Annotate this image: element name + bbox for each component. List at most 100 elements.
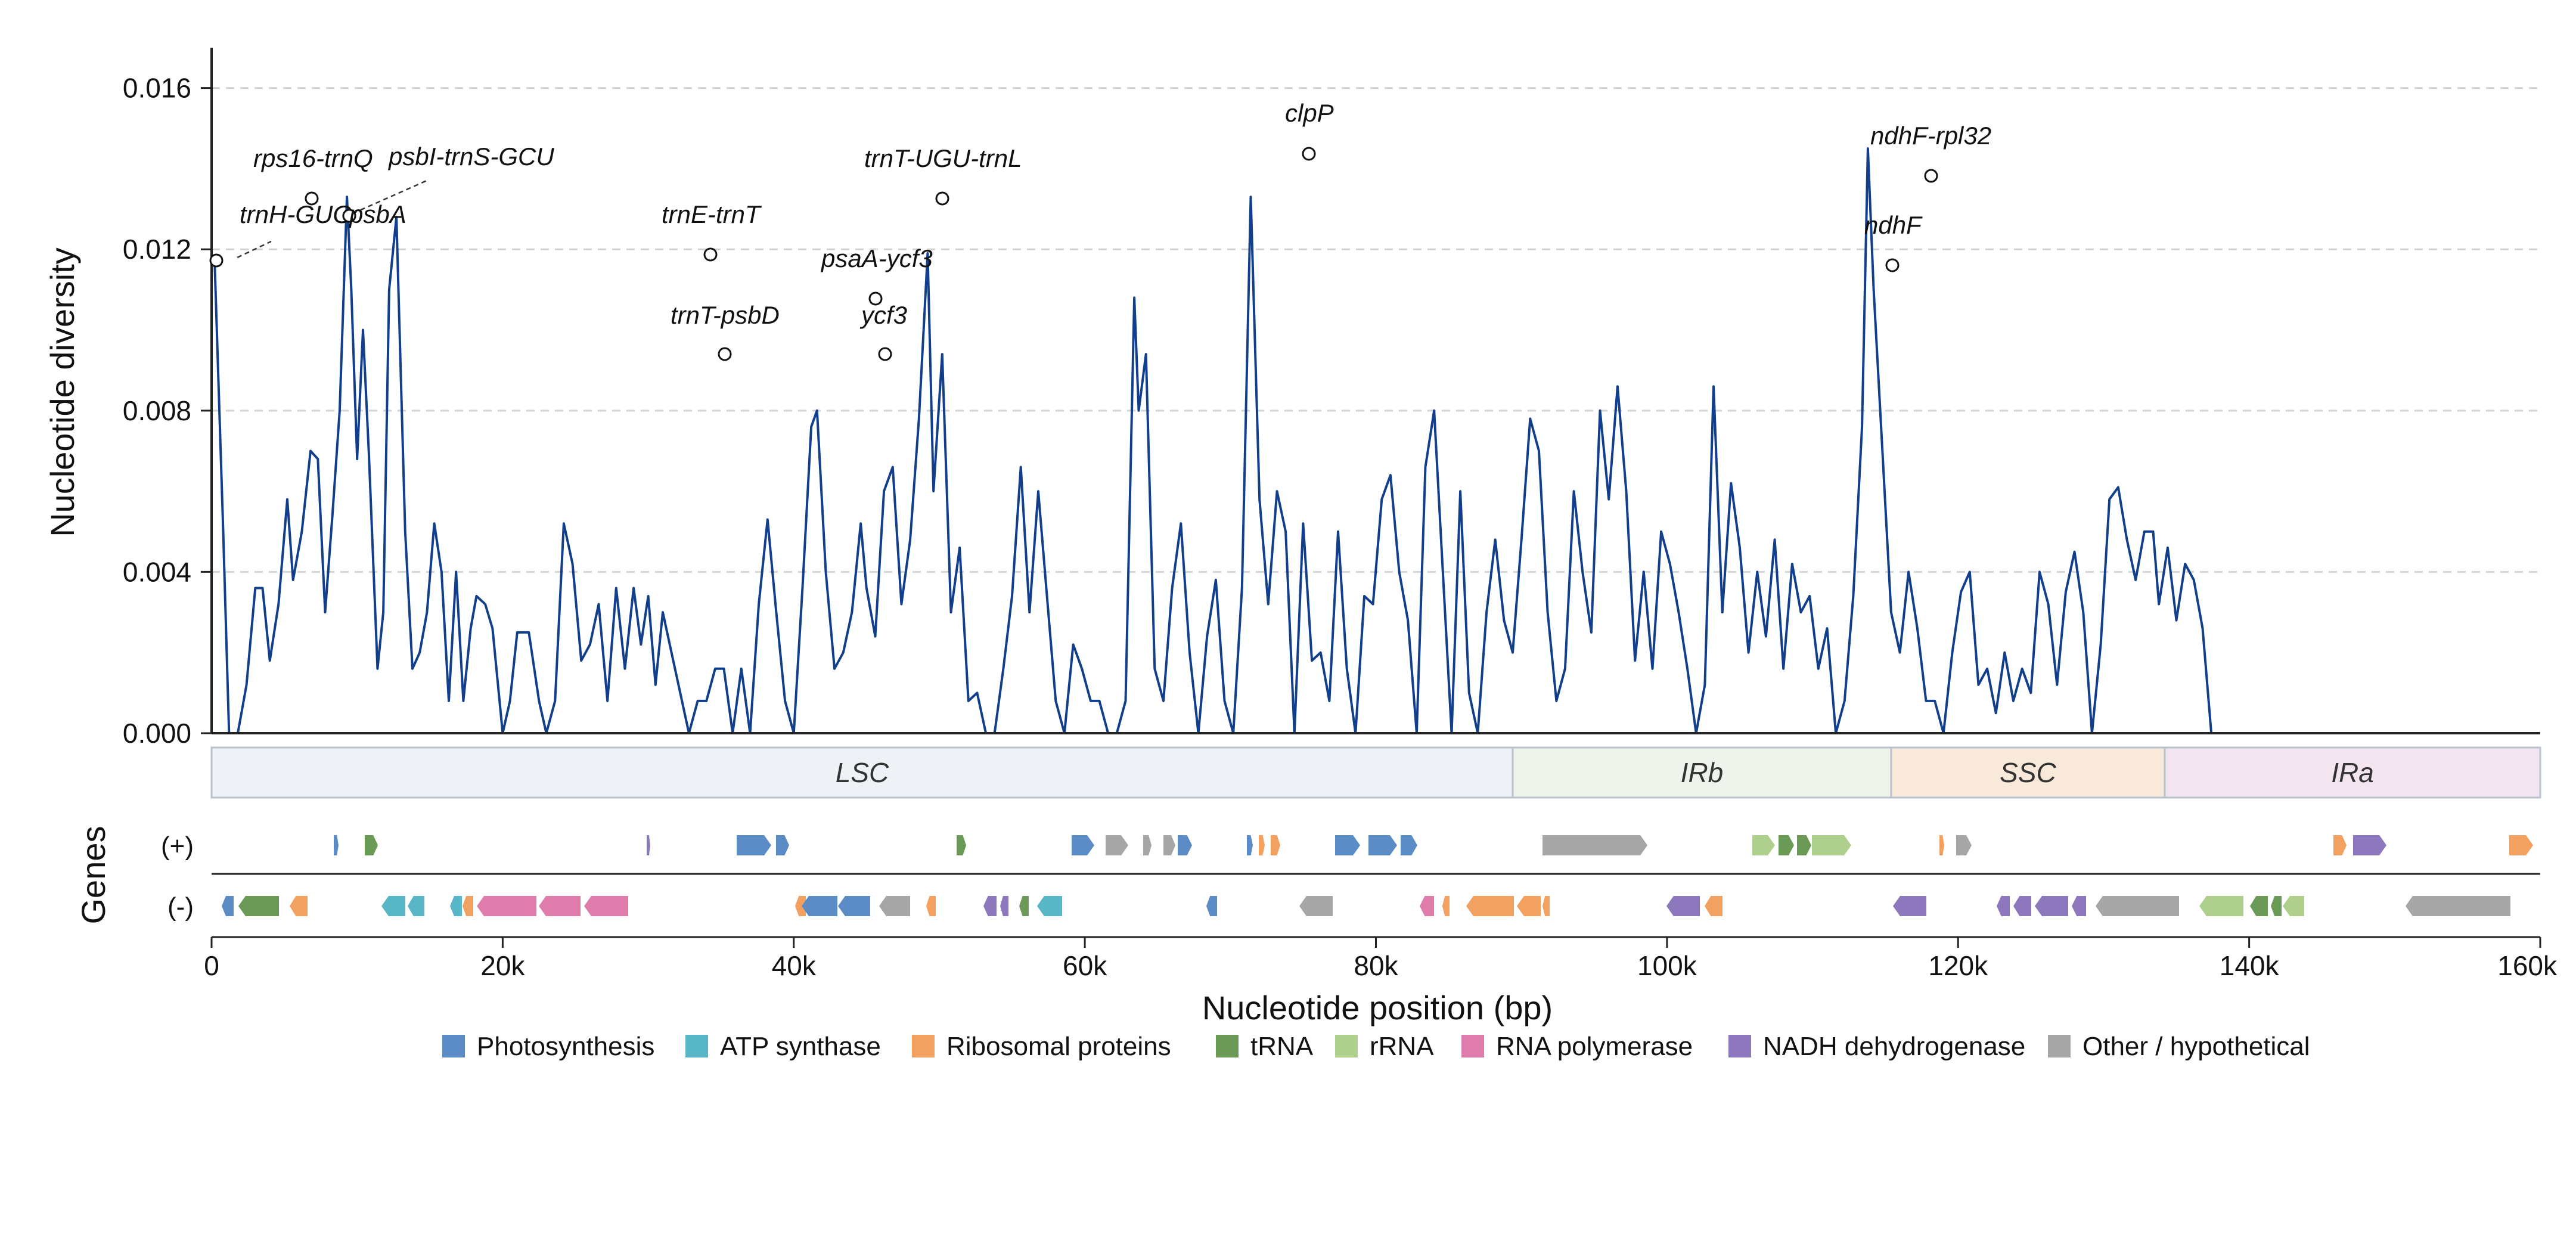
peak-marker (1302, 147, 1316, 161)
gene-block (1779, 835, 1794, 855)
annotation-leader (352, 179, 427, 215)
legend-label: tRNA (1250, 1032, 1314, 1061)
gene-block (838, 896, 870, 916)
y-tick-label: 0.012 (123, 234, 191, 265)
gene-block (1178, 835, 1192, 855)
gene-block (1705, 896, 1722, 916)
legend-swatch (912, 1035, 935, 1057)
gene-block (2353, 835, 2386, 855)
peak-marker (703, 247, 718, 262)
region-lsc (210, 746, 1514, 799)
annotations: trnH-GUG rps16-trnQ psbI-trnS-GCU psbA trnE-… (209, 99, 1991, 361)
region-label: LSC (836, 757, 889, 788)
gene-block (957, 835, 966, 855)
gene-block (1259, 835, 1265, 855)
region-label: IRb (1681, 757, 1724, 788)
y-tick-label: 0.016 (123, 73, 191, 104)
peak-label: ndhF (1864, 211, 1923, 239)
strand-minus-label: (-) (167, 892, 194, 922)
gene-block (1812, 835, 1851, 855)
peak-label: rps16-trnQ (253, 144, 373, 172)
peak-marker (209, 253, 224, 268)
gene-block (1997, 896, 2010, 916)
x-tick-label: 100k (1637, 950, 1697, 981)
peak-marker (718, 347, 732, 361)
gene-block (381, 896, 405, 916)
peak-label: ndhF-rpl32 (1870, 122, 1991, 150)
legend-label: Ribosomal proteins (946, 1032, 1171, 1061)
gene-block (1517, 896, 1541, 916)
gene-block (1368, 835, 1397, 855)
gene-block (1019, 896, 1029, 916)
gene-block (2072, 896, 2086, 916)
legend-label: Photosynthesis (477, 1032, 654, 1061)
region-ssc (1890, 746, 2166, 799)
gene-block (2406, 896, 2510, 916)
strand-plus-label: (+) (161, 832, 194, 861)
gene-block (1106, 835, 1128, 855)
gene-block (477, 896, 536, 916)
peak-marker (878, 347, 892, 361)
x-tick-label: 0 (204, 950, 219, 981)
gene-block (879, 896, 910, 916)
peak-marker (1924, 169, 1938, 183)
y-axis-title: Nucleotide diversity (44, 247, 81, 537)
region-label: SSC (2000, 757, 2056, 788)
peak-label: psbI-trnS-GCU (387, 142, 554, 170)
gene-block (1143, 835, 1152, 855)
gene-block (334, 835, 339, 855)
gene-block (222, 896, 234, 916)
x-tick-label: 20k (480, 950, 525, 981)
peak-marker (1885, 258, 1900, 272)
gene-block (2283, 896, 2304, 916)
gene-block (1420, 896, 1434, 916)
gene-block (776, 835, 789, 855)
gene-block (1163, 835, 1175, 855)
legend-swatch (2048, 1035, 2071, 1057)
region-label: IRa (2331, 757, 2374, 788)
gene-block (983, 896, 997, 916)
diversity-series-line (213, 147, 2213, 734)
gene-block (2509, 835, 2533, 855)
gene-block (1335, 835, 1360, 855)
peak-marker (935, 191, 949, 206)
gene-block (1666, 896, 1700, 916)
gene-block (2096, 896, 2179, 916)
x-tick-label: 140k (2220, 950, 2280, 981)
gene-block (1037, 896, 1062, 916)
gene-block (2333, 835, 2347, 855)
peak-label: trnT-psbD (671, 301, 780, 329)
x-tick-label: 80k (1354, 950, 1398, 981)
x-tick-label: 40k (772, 950, 817, 981)
peak-label: trnT-UGU-trnL (864, 144, 1022, 172)
legend-swatch (1216, 1035, 1239, 1057)
peak-label: trnH-GUG (240, 200, 352, 228)
axes: 0.000 0.004 0.008 0.012 0.016 0 20k 40k 60k 80k 10… (123, 48, 2558, 981)
gene-block (1939, 835, 1944, 855)
legend-swatch (1335, 1035, 1358, 1057)
legend-label: ATP synthase (720, 1032, 881, 1061)
gene-block (1072, 835, 1094, 855)
gene-block (1466, 896, 1514, 916)
gene-block (1797, 835, 1811, 855)
annotation-leader (237, 240, 272, 259)
gene-block (1000, 896, 1008, 916)
region-ira (2164, 746, 2541, 799)
gene-block (1442, 896, 1450, 916)
gene-block (2013, 896, 2031, 916)
genes-axis-title: Genes (75, 826, 112, 925)
legend-label: RNA polymerase (1496, 1032, 1693, 1061)
gene-block (1247, 835, 1253, 855)
peak-label: ycf3 (859, 301, 907, 329)
gene-block (1271, 835, 1280, 855)
legend-swatch (442, 1035, 465, 1057)
gene-block (1401, 835, 1417, 855)
region-bar: LSC IRb SSC IRa (210, 746, 2541, 799)
gene-track: (+) (-) (161, 832, 2540, 938)
x-tick-label: 120k (1928, 950, 1988, 981)
gene-block (2035, 896, 2068, 916)
gene-block (365, 835, 378, 855)
diversity-line-layer (213, 147, 2213, 734)
legend: Photosynthesis ATP synthase Ribosomal prot… (442, 1032, 2310, 1061)
legend-label: Other / hypothetical (2082, 1032, 2310, 1061)
